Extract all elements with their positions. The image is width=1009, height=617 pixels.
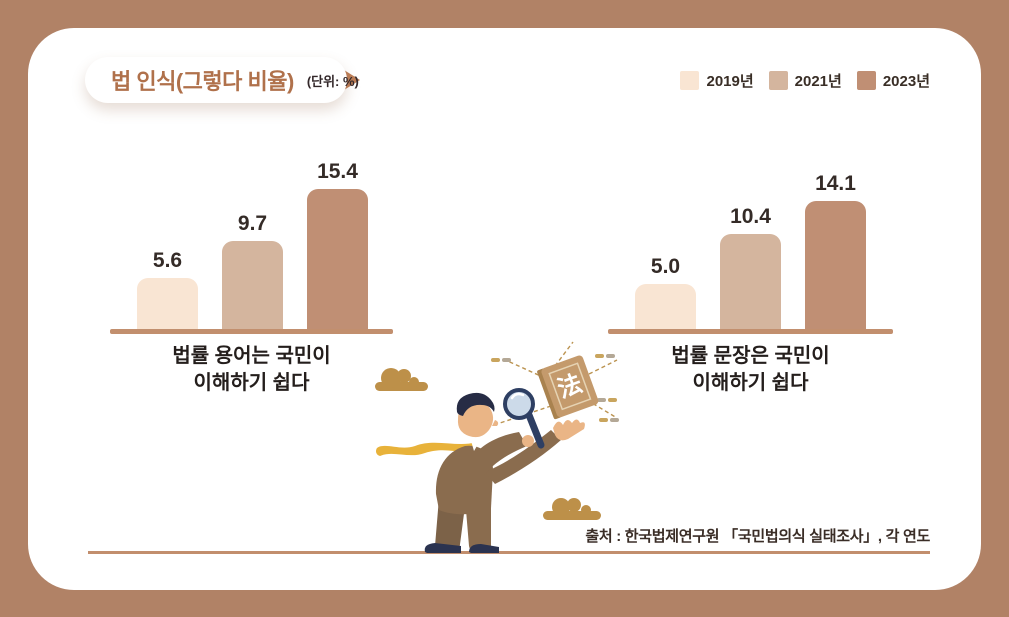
bar-2021: 10.4 [720, 205, 781, 329]
legend-item-2023: 2023년 [856, 70, 930, 91]
bar-value-label: 5.0 [650, 254, 681, 278]
bar-value-label: 10.4 [730, 205, 771, 229]
bar-2021: 9.7 [222, 212, 283, 329]
legend-swatch-2019 [680, 71, 700, 90]
chart-legal-sentences: 5.0 10.4 14.1 법률 문장은 국민이 이해하기 쉽다 [608, 172, 893, 397]
legend-item-2021: 2021년 [768, 70, 842, 91]
open-hand [553, 419, 585, 441]
unit-label: (단위: %) [306, 73, 359, 89]
legend-label: 2021년 [794, 73, 842, 90]
badge-pill: 법 인식(그렇다 비율) (단위: %) [85, 57, 359, 103]
infographic-card: 법 인식(그렇다 비율) (단위: %) 2019년 2021년 2023년 [28, 28, 981, 590]
bottom-divider [88, 551, 930, 554]
cloud-icon [375, 368, 601, 520]
title-badge: 법 인식(그렇다 비율) (단위: %) [85, 57, 425, 103]
legend-item-2019: 2019년 [680, 70, 754, 91]
tie [376, 442, 477, 456]
hair [456, 392, 495, 416]
chart-label-line2: 이해하기 쉽다 [692, 372, 809, 394]
chart-legal-terms: 5.6 9.7 15.4 법률 용어는 국민이 이해하기 쉽다 [110, 160, 393, 397]
bar-2019: 5.6 [137, 249, 198, 329]
chart-label-line1: 법률 용어는 국민이 [172, 345, 331, 367]
legend-swatch-2023 [856, 71, 876, 90]
bars-row: 5.0 10.4 14.1 [635, 172, 893, 329]
dash-markers [491, 354, 619, 422]
magnifier-icon [503, 388, 545, 449]
man-with-magnifier-illustration: 法 [375, 341, 619, 553]
legend-label: 2023년 [882, 73, 930, 90]
legend-swatch-2021 [768, 71, 788, 90]
chart-label-line2: 이해하기 쉽다 [193, 372, 310, 394]
bar-value-label: 5.6 [152, 249, 183, 272]
chart-category-label: 법률 문장은 국민이 이해하기 쉽다 [608, 343, 893, 397]
source-citation: 출처 : 한국법제연구원 「국민법의식 실태조사」, 각 연도 [585, 528, 930, 545]
bar-2019: 5.0 [635, 255, 696, 329]
x-axis-line [608, 329, 893, 334]
law-book-icon: 法 [537, 355, 599, 420]
bar-value-label: 14.1 [815, 171, 856, 195]
chart-label-line1: 법률 문장은 국민이 [671, 345, 830, 367]
bar-value-label: 15.4 [317, 159, 358, 183]
legend-label: 2019년 [706, 73, 754, 90]
page-title: 법 인식(그렇다 비율) [111, 69, 294, 94]
bars-row: 5.6 9.7 15.4 [137, 160, 393, 329]
legend: 2019년 2021년 2023년 [680, 70, 930, 91]
bar-2023: 15.4 [307, 160, 368, 329]
chart-category-label: 법률 용어는 국민이 이해하기 쉽다 [110, 343, 393, 397]
bar-value-label: 9.7 [237, 211, 268, 235]
bar-2023: 14.1 [805, 172, 866, 329]
x-axis-line [110, 329, 393, 334]
man-figure [376, 392, 585, 553]
